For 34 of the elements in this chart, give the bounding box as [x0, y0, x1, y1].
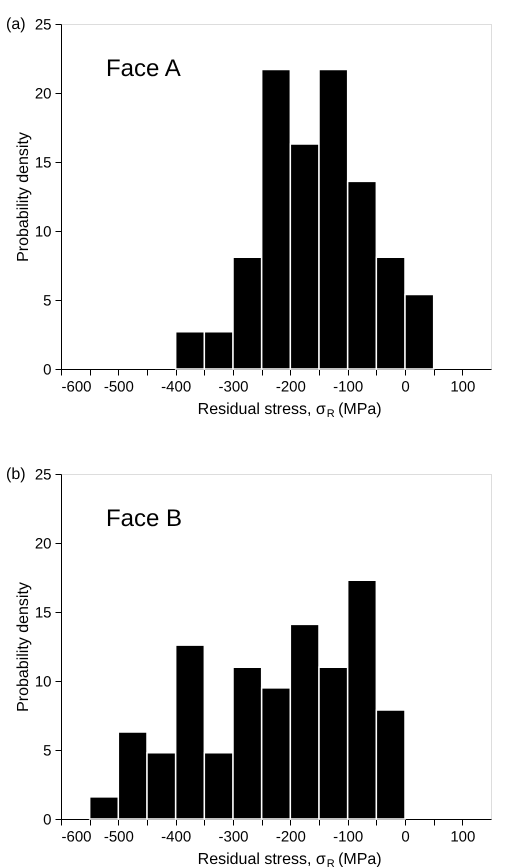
x-tick-label: -300 — [218, 828, 249, 846]
x-tick-label: -400 — [161, 378, 192, 396]
y-tick-label: 20 — [34, 86, 52, 102]
annotation: Face A — [106, 55, 181, 82]
x-tick-label: -600 — [62, 828, 92, 846]
y-tick-label: 10 — [34, 674, 52, 690]
x-tick-label: -200 — [276, 378, 306, 396]
y-axis-title: Probability density — [14, 132, 32, 262]
y-tick-label: 20 — [34, 536, 52, 552]
x-tick-label: -100 — [333, 828, 364, 846]
x-tick-label: 100 — [450, 378, 476, 396]
y-tick-label: 15 — [34, 154, 52, 172]
x-tick-label: -600 — [62, 378, 92, 396]
x-tick-label: -100 — [333, 378, 364, 396]
x-tick-label: -200 — [276, 828, 306, 846]
x-tick-label: 100 — [450, 828, 476, 846]
y-tick-label: 0 — [43, 812, 52, 828]
y-tick-label: 15 — [34, 604, 52, 622]
x-tick-label: 0 — [401, 828, 410, 846]
y-tick-label: 0 — [43, 362, 52, 378]
x-tick-label: -300 — [218, 378, 249, 396]
x-tick-label: 0 — [401, 378, 410, 396]
y-tick-label: 25 — [34, 16, 52, 34]
y-tick-label: 25 — [34, 466, 52, 484]
annotation: Face B — [106, 505, 182, 532]
y-tick-label: 5 — [43, 292, 52, 310]
y-tick-label: 5 — [43, 742, 52, 760]
text: (b) — [6, 466, 26, 483]
x-tick-label: -500 — [104, 378, 134, 396]
y-tick-label: 10 — [34, 224, 52, 240]
text: (a) — [6, 16, 26, 33]
x-tick-label: -500 — [104, 828, 134, 846]
x-tick-label: -400 — [161, 828, 192, 846]
y-axis-title: Probability density — [14, 582, 32, 712]
